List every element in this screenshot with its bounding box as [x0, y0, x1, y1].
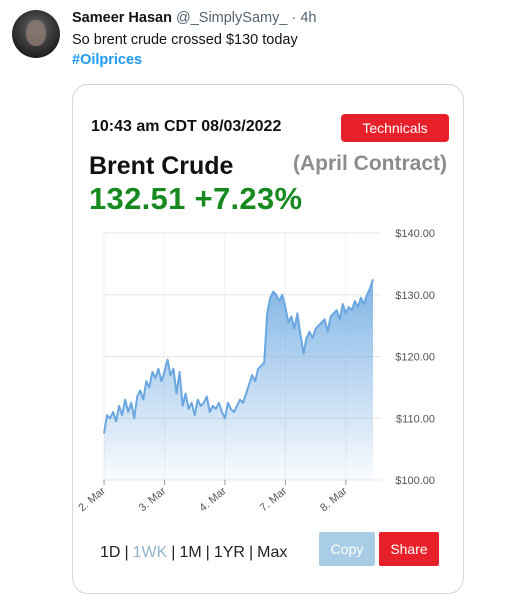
author-handle[interactable]: @_SimplySamy_	[175, 10, 288, 26]
price-line: 132.51 +7.23%	[89, 181, 302, 217]
y-tick-label: $140.00	[395, 228, 435, 240]
tweet-time[interactable]: 4h	[300, 10, 317, 26]
x-tick-label: 8. Mar	[318, 485, 350, 514]
avatar-face	[26, 20, 46, 46]
author-name[interactable]: Sameer Hasan	[72, 10, 172, 26]
media-card[interactable]: 10:43 am CDT 08/03/2022 Technicals Brent…	[72, 84, 464, 594]
tweet-text: So brent crude crossed $130 today	[72, 32, 298, 48]
x-tick-label: 7. Mar	[258, 485, 290, 514]
range-1wk[interactable]: 1WK	[132, 544, 168, 561]
y-tick-label: $130.00	[395, 290, 435, 302]
technicals-button[interactable]: Technicals	[341, 114, 449, 142]
series-line	[103, 278, 374, 434]
price-change: +7.23%	[194, 181, 303, 216]
x-tick-label: 4. Mar	[197, 485, 229, 514]
y-tick-label: $100.00	[395, 475, 435, 487]
range-1m[interactable]: 1M	[179, 544, 202, 561]
contract-label: (April Contract)	[293, 152, 447, 175]
range-1d[interactable]: 1D	[100, 544, 121, 561]
avatar[interactable]	[12, 10, 60, 58]
x-tick-label: 3. Mar	[137, 485, 169, 514]
price-value: 132.51	[89, 181, 186, 216]
range-separator: |	[171, 544, 176, 561]
y-tick-label: $110.00	[396, 413, 435, 425]
range-separator: |	[248, 544, 254, 561]
y-tick-label: $120.00	[395, 352, 435, 364]
range-1yr[interactable]: 1YR	[213, 544, 245, 561]
hashtag-link[interactable]: #Oilprices	[72, 52, 143, 68]
range-separator: |	[205, 544, 210, 561]
range-max[interactable]: Max	[257, 544, 288, 561]
range-separator: |	[124, 544, 129, 561]
share-button[interactable]: Share	[379, 532, 439, 566]
series-area	[104, 279, 373, 480]
separator-dot: ·	[291, 10, 297, 26]
quote-timestamp: 10:43 am CDT 08/03/2022	[91, 118, 282, 135]
price-chart: $140.00 $130.00 $120.00 $110.00 $100.00 2. Ma…	[76, 228, 435, 514]
instrument-title: Brent Crude	[89, 152, 234, 180]
copy-button[interactable]: Copy	[319, 532, 375, 566]
x-tick-label: 2. Mar	[76, 485, 108, 514]
range-selector: 1D | 1WK | 1M | 1YR | Max	[100, 544, 287, 562]
tweet-header: Sameer Hasan @_SimplySamy_ · 4h	[72, 10, 316, 26]
